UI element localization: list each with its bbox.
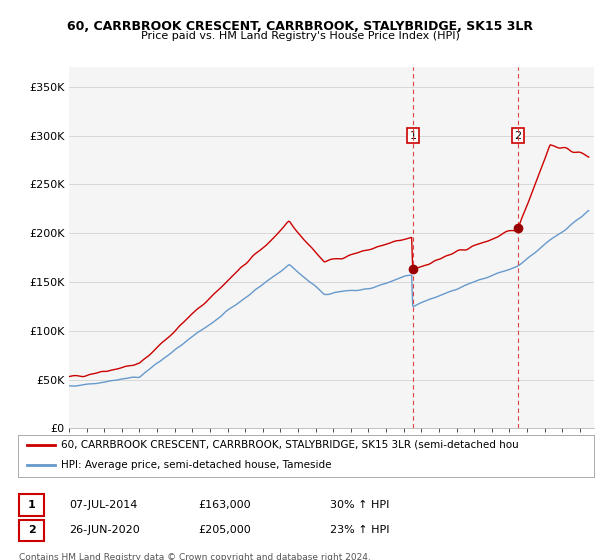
Text: 26-JUN-2020: 26-JUN-2020 xyxy=(69,525,140,535)
Text: £163,000: £163,000 xyxy=(198,500,251,510)
Text: Contains HM Land Registry data © Crown copyright and database right 2024.
This d: Contains HM Land Registry data © Crown c… xyxy=(19,553,371,560)
Text: 1: 1 xyxy=(28,500,35,510)
Text: £205,000: £205,000 xyxy=(198,525,251,535)
Text: 60, CARRBROOK CRESCENT, CARRBROOK, STALYBRIDGE, SK15 3LR (semi-detached hou: 60, CARRBROOK CRESCENT, CARRBROOK, STALY… xyxy=(61,440,519,450)
Text: 23% ↑ HPI: 23% ↑ HPI xyxy=(330,525,389,535)
Text: 1: 1 xyxy=(409,130,416,141)
Text: 30% ↑ HPI: 30% ↑ HPI xyxy=(330,500,389,510)
Text: 60, CARRBROOK CRESCENT, CARRBROOK, STALYBRIDGE, SK15 3LR: 60, CARRBROOK CRESCENT, CARRBROOK, STALY… xyxy=(67,20,533,32)
Text: 2: 2 xyxy=(514,130,521,141)
Text: 2: 2 xyxy=(28,525,35,535)
Text: Price paid vs. HM Land Registry's House Price Index (HPI): Price paid vs. HM Land Registry's House … xyxy=(140,31,460,41)
Text: HPI: Average price, semi-detached house, Tameside: HPI: Average price, semi-detached house,… xyxy=(61,460,332,470)
Text: 07-JUL-2014: 07-JUL-2014 xyxy=(69,500,137,510)
